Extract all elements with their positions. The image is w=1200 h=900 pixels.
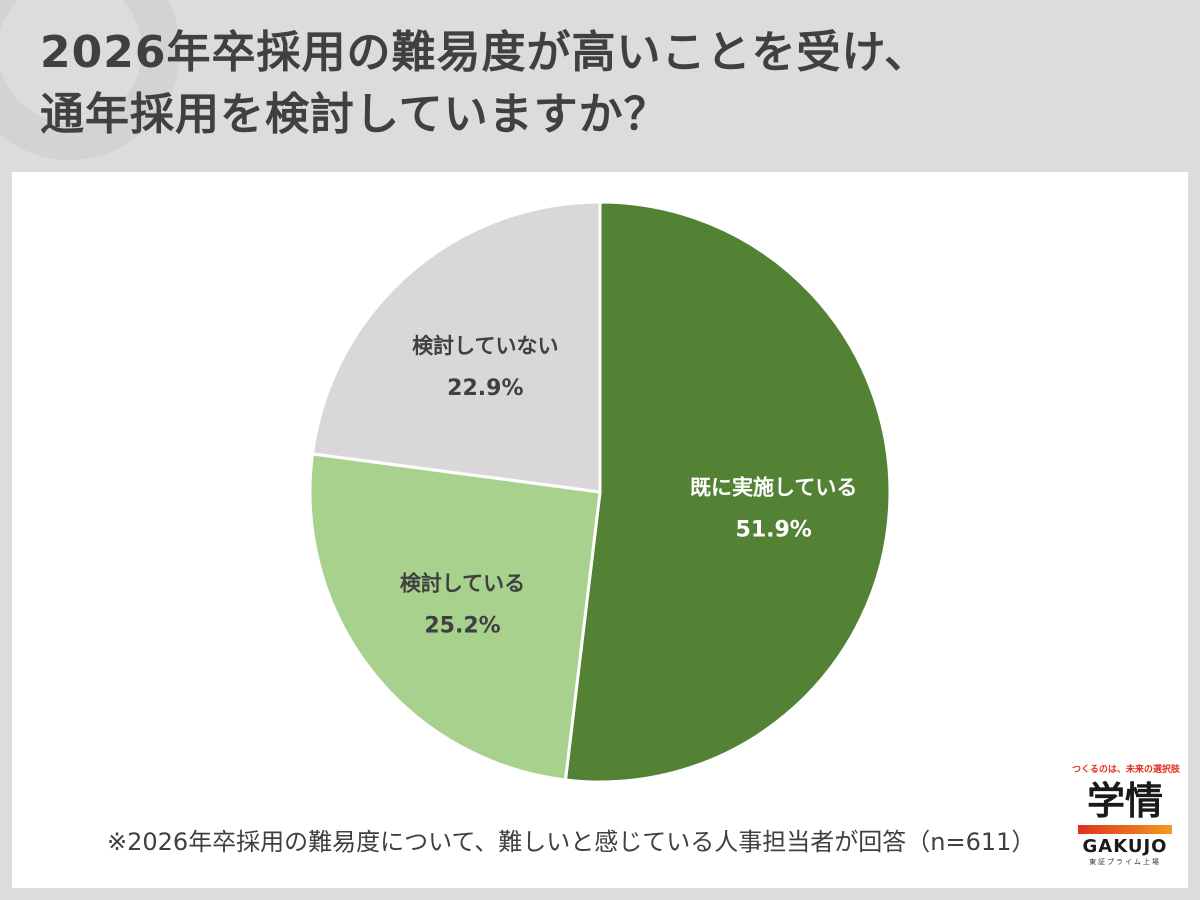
gakujo-logo: つくるのは、未来の選択肢 学情 GAKUJO 東証プライム上場 bbox=[1072, 762, 1180, 867]
pie-slice-2 bbox=[310, 200, 602, 494]
logo-bar bbox=[1078, 825, 1172, 834]
pie-slice-1 bbox=[308, 452, 602, 782]
slice-label-0: 既に実施している bbox=[690, 475, 857, 499]
pie-slice-0 bbox=[563, 200, 892, 784]
pie-chart: 既に実施している 51.9% 検討している 25.2% 検討していない 22.9% bbox=[308, 200, 892, 784]
logo-sub: 東証プライム上場 bbox=[1089, 858, 1161, 866]
logo-brand: GAKUJO bbox=[1082, 836, 1168, 857]
slice-label-1: 検討している bbox=[400, 572, 525, 596]
logo-tagline: つくるのは、未来の選択肢 bbox=[1072, 765, 1180, 775]
title-line-1: 2026年卒採用の難易度が高いことを受け、 bbox=[40, 27, 930, 78]
footnote: ※2026年卒採用の難易度について、難しいと感じている人事担当者が回答（n=61… bbox=[107, 828, 1036, 856]
slice-label-2: 検討していない bbox=[412, 334, 558, 358]
slice-value-1: 25.2% bbox=[424, 614, 500, 639]
slice-value-2: 22.9% bbox=[447, 376, 523, 401]
logo-mark: 学情 bbox=[1086, 779, 1163, 823]
chart-panel: 既に実施している 51.9% 検討している 25.2% 検討していない 22.9% ※20… bbox=[12, 172, 1188, 888]
page-title: 2026年卒採用の難易度が高いことを受け、 通年採用を検討していますか？ bbox=[40, 22, 1160, 146]
title-line-2: 通年採用を検討していますか？ bbox=[40, 89, 669, 140]
slice-value-0: 51.9% bbox=[736, 517, 812, 542]
